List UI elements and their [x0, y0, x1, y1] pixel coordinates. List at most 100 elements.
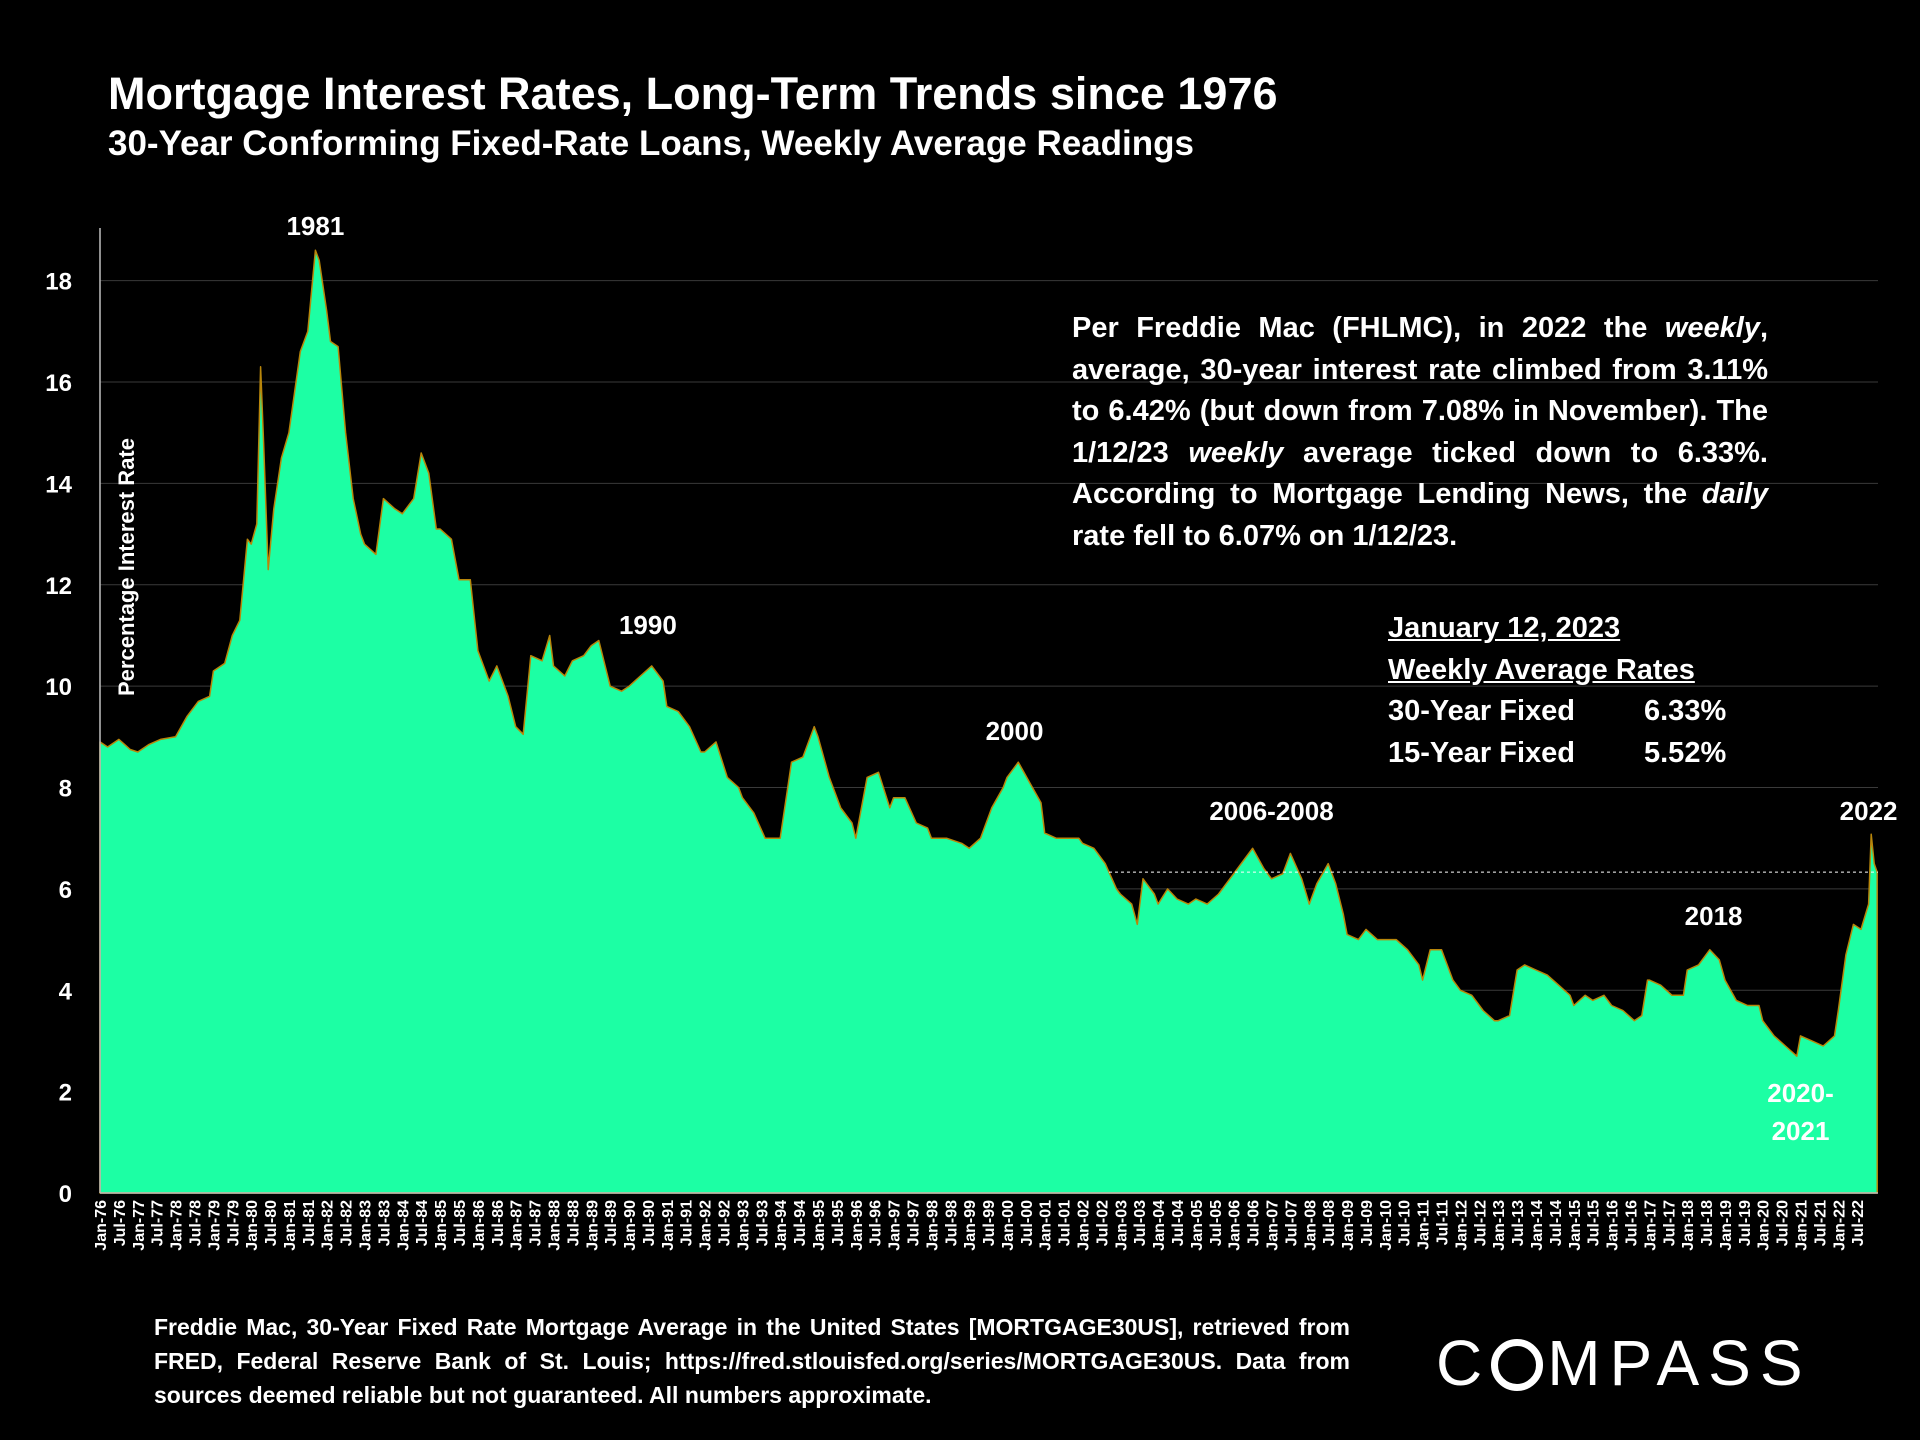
x-tick-label: Jul-13: [1510, 1200, 1527, 1246]
x-tick-label: Jul-85: [452, 1200, 469, 1246]
x-tick-label: Jan-13: [1491, 1200, 1508, 1251]
x-tick-label: Jul-77: [150, 1200, 167, 1246]
x-tick-label: Jul-11: [1435, 1200, 1452, 1245]
freddie-mac-note: Per Freddie Mac (FHLMC), in 2022 the wee…: [1072, 312, 1768, 552]
x-tick-label: Jan-00: [1000, 1200, 1017, 1251]
x-tick-label: Jan-12: [1453, 1200, 1470, 1251]
x-tick-label: Jul-81: [301, 1200, 318, 1246]
x-tick-label: Jan-96: [849, 1200, 866, 1251]
weekly-rates-box: January 12, 2023 Weekly Average Rates 30…: [1388, 608, 1726, 774]
y-tick-label: 18: [45, 269, 72, 296]
x-tick-label: Jan-08: [1302, 1200, 1319, 1251]
chart-title: Mortgage Interest Rates, Long-Term Trend…: [108, 68, 1278, 119]
x-tick-label: Jul-94: [792, 1200, 809, 1246]
x-tick-label: Jul-82: [339, 1200, 356, 1246]
x-tick-label: Jul-09: [1359, 1200, 1376, 1246]
rate-label: 15-Year Fixed: [1388, 736, 1575, 769]
chart-subtitle: 30-Year Conforming Fixed-Rate Loans, Wee…: [108, 124, 1194, 163]
x-tick-label: Jan-92: [698, 1200, 715, 1251]
y-tick-label: 8: [59, 776, 72, 803]
x-tick-labels: Jan-76 Jul-76 Jan-77 Jul-77 Jan-78 Jul-78 Jan-…: [93, 1200, 1867, 1251]
x-tick-label: Jan-82: [320, 1200, 337, 1251]
x-tick-label: Jan-99: [962, 1200, 979, 1251]
x-tick-label: Jul-92: [717, 1200, 734, 1246]
x-tick-label: Jul-02: [1094, 1200, 1111, 1246]
rate-area: [99, 249, 1878, 1194]
x-tick-label: Jul-86: [490, 1200, 507, 1246]
rate-value: 5.52%: [1644, 736, 1727, 769]
y-tick-label: 16: [45, 370, 72, 397]
x-tick-label: Jan-91: [660, 1200, 677, 1251]
x-tick-label: Jul-15: [1586, 1200, 1603, 1246]
x-tick-label: Jul-01: [1057, 1200, 1074, 1246]
x-tick-label: Jul-93: [754, 1200, 771, 1246]
y-tick-label: 6: [59, 877, 72, 904]
x-tick-label: Jan-85: [433, 1200, 450, 1251]
compass-logo: C MPASS: [1436, 1327, 1812, 1399]
x-tick-label: Jan-93: [735, 1200, 752, 1251]
x-tick-label: Jan-20: [1756, 1200, 1773, 1251]
x-tick-label: Jul-89: [603, 1200, 620, 1246]
x-tick-label: Jan-19: [1718, 1200, 1735, 1251]
x-tick-label: Jan-05: [1189, 1200, 1206, 1251]
annotation-label: 2006-2008: [1209, 796, 1333, 826]
x-tick-label: Jan-83: [358, 1200, 375, 1251]
y-tick-label: 10: [45, 674, 72, 701]
x-tick-label: Jan-03: [1113, 1200, 1130, 1251]
rate-row-15yr: 15-Year Fixed 5.52%: [1388, 733, 1726, 775]
x-tick-label: Jul-84: [414, 1200, 431, 1246]
x-tick-label: Jan-88: [547, 1200, 564, 1251]
x-tick-label: Jan-16: [1605, 1200, 1622, 1251]
x-tick-label: Jul-17: [1661, 1200, 1678, 1246]
x-tick-label: Jul-76: [112, 1200, 129, 1246]
x-tick-label: Jan-22: [1831, 1200, 1848, 1251]
x-tick-label: Jan-06: [1227, 1200, 1244, 1251]
x-tick-label: Jul-99: [981, 1200, 998, 1246]
x-tick-label: Jul-18: [1699, 1200, 1716, 1246]
x-tick-label: Jan-21: [1794, 1200, 1811, 1251]
x-tick-label: Jan-81: [282, 1200, 299, 1251]
x-tick-label: Jan-01: [1038, 1200, 1055, 1251]
x-tick-label: Jul-79: [225, 1200, 242, 1246]
y-tick-label: 2: [59, 1080, 72, 1107]
x-tick-label: Jul-83: [376, 1200, 393, 1246]
x-tick-label: Jul-80: [263, 1200, 280, 1246]
rate-value: 6.33%: [1644, 695, 1727, 727]
x-tick-label: Jul-91: [679, 1200, 696, 1246]
x-tick-label: Jan-09: [1340, 1200, 1357, 1251]
x-tick-label: Jul-10: [1397, 1200, 1414, 1246]
x-tick-label: Jan-10: [1378, 1200, 1395, 1251]
x-tick-label: Jan-84: [395, 1200, 412, 1251]
x-tick-label: Jan-89: [584, 1200, 601, 1251]
period-annotations: 1981 1990 2000 2006-2008 2018 2020- 2021 2022: [286, 211, 1897, 1146]
x-tick-label: Jan-95: [811, 1200, 828, 1251]
x-tick-label: Jul-78: [188, 1200, 205, 1246]
x-tick-label: Jan-97: [887, 1200, 904, 1251]
x-tick-label: Jan-04: [1151, 1200, 1168, 1251]
y-tick-label: 12: [45, 573, 72, 600]
x-tick-label: Jan-07: [1265, 1200, 1282, 1251]
x-tick-label: Jul-20: [1775, 1200, 1792, 1246]
rates-date: January 12, 2023: [1388, 612, 1621, 644]
x-tick-label: Jan-90: [622, 1200, 639, 1251]
x-tick-label: Jan-87: [509, 1200, 526, 1251]
y-tick-label: 14: [45, 471, 72, 498]
x-tick-label: Jul-98: [943, 1200, 960, 1246]
x-tick-label: Jan-17: [1642, 1200, 1659, 1251]
x-tick-label: Jul-97: [906, 1200, 923, 1246]
axes: [99, 228, 1878, 1194]
x-tick-label: Jul-96: [868, 1200, 885, 1246]
rate-label: 30-Year Fixed: [1388, 695, 1575, 727]
x-tick-label: Jul-16: [1624, 1200, 1641, 1246]
annotation-label: 2022: [1840, 796, 1898, 826]
x-tick-label: Jul-05: [1208, 1200, 1225, 1246]
x-tick-label: Jul-90: [641, 1200, 658, 1246]
rates-heading: Weekly Average Rates: [1388, 653, 1695, 686]
x-tick-label: Jan-76: [93, 1200, 110, 1251]
x-tick-label: Jan-77: [131, 1200, 148, 1251]
x-tick-label: Jan-80: [244, 1200, 261, 1251]
x-tick-label: Jan-86: [471, 1200, 488, 1251]
x-tick-label: Jul-00: [1019, 1200, 1036, 1246]
rate-row-30yr: 30-Year Fixed 6.33%: [1388, 691, 1726, 733]
